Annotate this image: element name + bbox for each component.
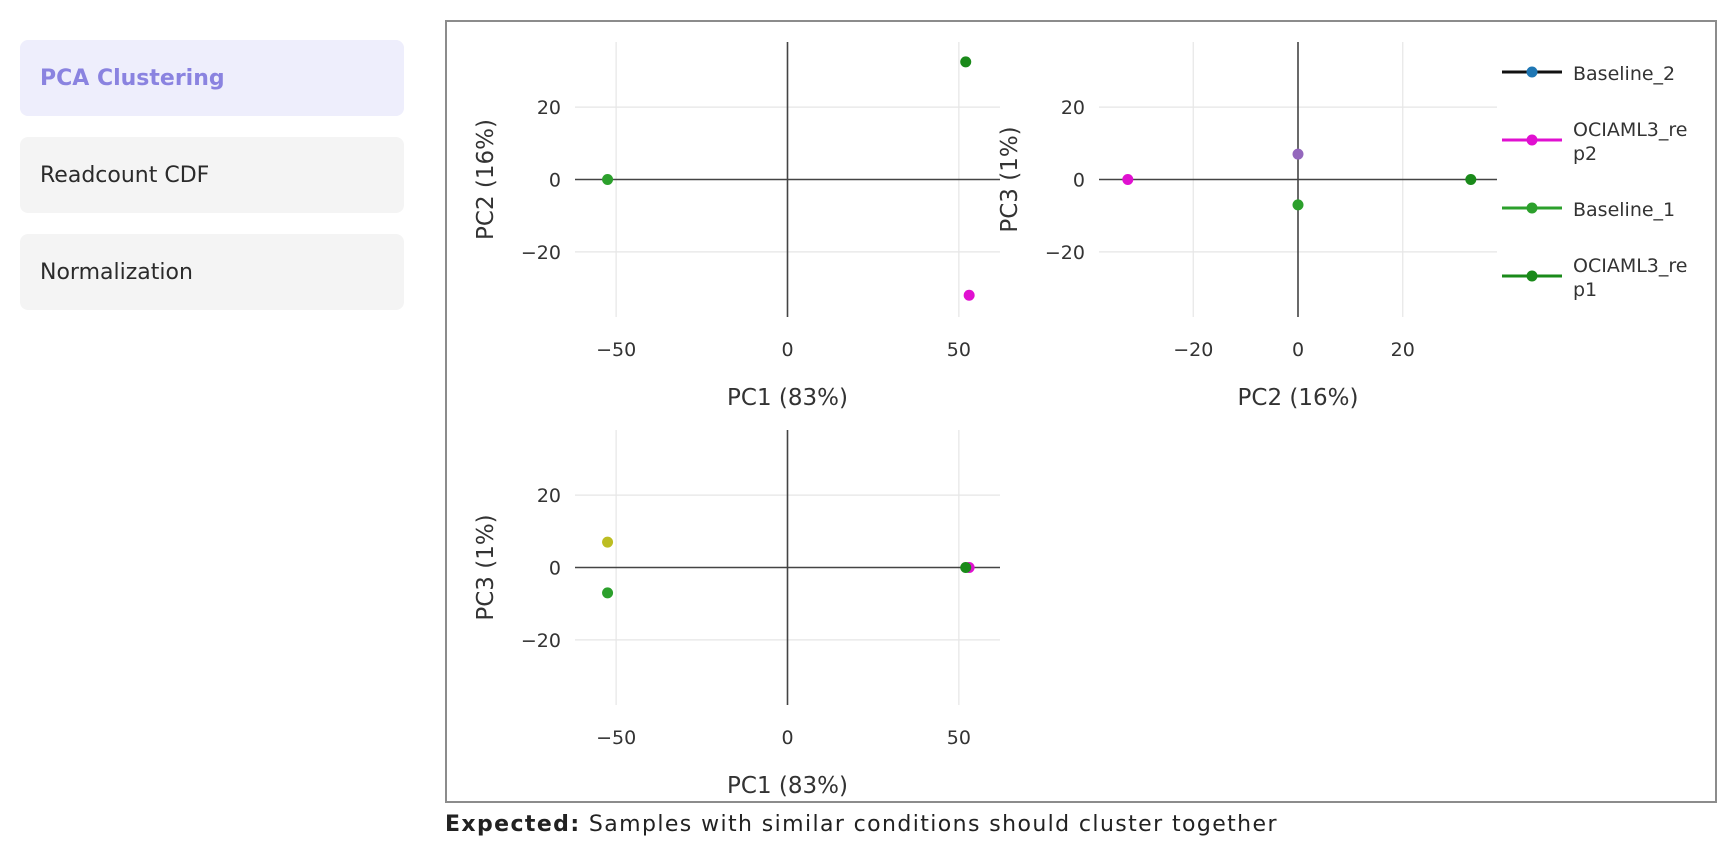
data-point bbox=[1292, 199, 1304, 211]
pca-figure-panel: −50 0 50 20 0 −20 PC1 (83%) PC2 (16%) −20 0 20 20 0−… bbox=[445, 20, 1717, 803]
x-tick-label: 0 bbox=[781, 727, 793, 749]
legend-item: Baseline_1 bbox=[1502, 199, 1675, 221]
sidebar-item-readcount-cdf[interactable]: Readcount CDF bbox=[20, 137, 404, 213]
x-tick-label: −20 bbox=[1173, 339, 1213, 361]
y-tick-label: 0 bbox=[1073, 170, 1085, 192]
data-point bbox=[1465, 174, 1477, 185]
data-point bbox=[1122, 174, 1134, 185]
y-tick-label: 20 bbox=[537, 97, 561, 119]
sidebar-item-label: Normalization bbox=[40, 259, 193, 285]
y-axis-title: PC2 (16%) bbox=[473, 119, 499, 240]
y-tick-label: −20 bbox=[1045, 242, 1085, 264]
x-tick-label: 50 bbox=[947, 727, 971, 749]
legend-marker bbox=[1526, 270, 1538, 282]
legend-marker bbox=[1526, 202, 1538, 214]
pca-subplot-3: −50 0 50 20 0 −20 PC1 (83%) PC3 (1%) bbox=[473, 430, 1000, 799]
caption-text: Samples with similar conditions should c… bbox=[588, 812, 1278, 837]
data-point bbox=[1292, 148, 1304, 160]
y-tick-label: 20 bbox=[1061, 97, 1085, 119]
data-point bbox=[602, 587, 614, 599]
x-axis-title: PC2 (16%) bbox=[1238, 385, 1359, 411]
x-tick-label: −50 bbox=[596, 339, 636, 361]
y-tick-label: 0 bbox=[549, 170, 561, 192]
sidebar-item-normalization[interactable]: Normalization bbox=[20, 234, 404, 310]
x-axis-title: PC1 (83%) bbox=[727, 385, 848, 411]
y-axis-title: PC3 (1%) bbox=[473, 514, 499, 620]
x-tick-label: 50 bbox=[947, 339, 971, 361]
data-point bbox=[963, 289, 975, 301]
pca-subplot-1: −50 0 50 20 0 −20 PC1 (83%) PC2 (16%) bbox=[473, 42, 1000, 411]
data-point bbox=[960, 56, 972, 68]
sidebar-item-label: Readcount CDF bbox=[40, 162, 210, 188]
legend-marker bbox=[1526, 66, 1538, 78]
pca-subplot-2: −20 0 20 20 0 −20 PC2 (16%) PC3 (1%) bbox=[997, 42, 1497, 411]
x-tick-label: 0 bbox=[1292, 339, 1304, 361]
y-tick-label: 20 bbox=[537, 485, 561, 507]
x-tick-label: 20 bbox=[1391, 339, 1415, 361]
legend-label: p1 bbox=[1573, 279, 1597, 301]
data-point bbox=[602, 174, 614, 185]
y-tick-label: −20 bbox=[521, 630, 561, 652]
legend-label: OCIAML3_re bbox=[1573, 119, 1687, 141]
legend-label: Baseline_2 bbox=[1573, 63, 1675, 85]
legend-label: Baseline_1 bbox=[1573, 199, 1675, 221]
legend-marker bbox=[1526, 134, 1538, 146]
x-tick-label: 0 bbox=[781, 339, 793, 361]
y-tick-label: −20 bbox=[521, 242, 561, 264]
sidebar-item-label: PCA Clustering bbox=[40, 65, 225, 91]
x-axis-title: PC1 (83%) bbox=[727, 773, 848, 799]
legend-item: Baseline_2 bbox=[1502, 63, 1675, 85]
expected-caption: Expected: Samples with similar condition… bbox=[445, 812, 1278, 837]
y-axis-title: PC3 (1%) bbox=[997, 126, 1023, 232]
legend: Baseline_2OCIAML3_rep2Baseline_1OCIAML3_… bbox=[1502, 63, 1687, 301]
caption-prefix: Expected: bbox=[445, 812, 581, 837]
sidebar-item-pca-clustering[interactable]: PCA Clustering bbox=[20, 40, 404, 116]
legend-label: p2 bbox=[1573, 143, 1597, 165]
x-tick-label: −50 bbox=[596, 727, 636, 749]
data-point bbox=[602, 536, 614, 548]
sidebar: PCA Clustering Readcount CDF Normalizati… bbox=[20, 40, 404, 331]
y-tick-label: 0 bbox=[549, 558, 561, 580]
legend-label: OCIAML3_re bbox=[1573, 255, 1687, 277]
data-point bbox=[960, 562, 972, 573]
